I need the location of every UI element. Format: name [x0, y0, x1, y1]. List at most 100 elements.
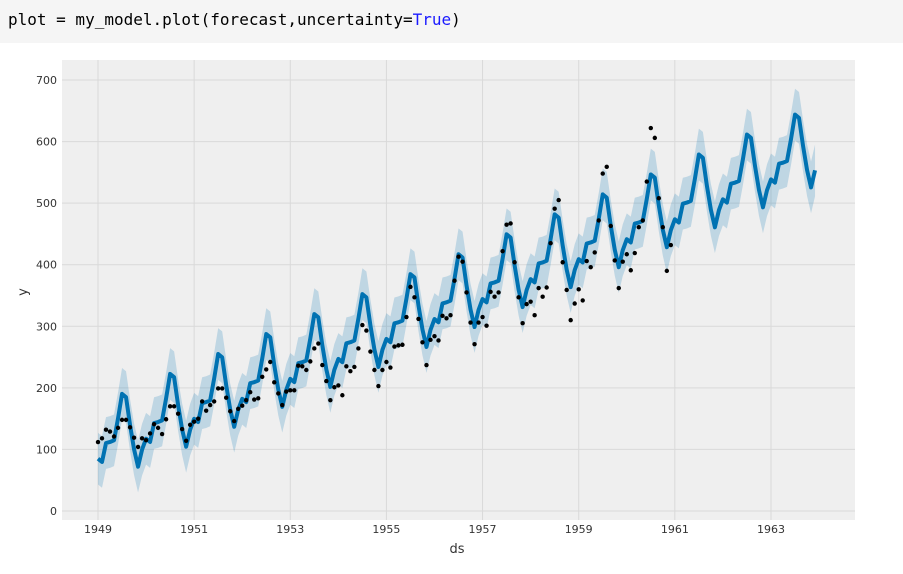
x-axis-label: ds	[449, 542, 464, 557]
x-tick-label: 1955	[372, 523, 400, 536]
observed-point	[143, 437, 149, 443]
observed-point	[496, 290, 501, 295]
observed-point	[240, 403, 245, 408]
observed-point	[488, 289, 493, 295]
observed-point	[256, 396, 261, 401]
observed-point	[640, 218, 645, 223]
observed-point	[632, 250, 637, 256]
y-tick-label: 100	[36, 443, 57, 456]
observed-point	[472, 341, 477, 347]
observed-point	[139, 436, 145, 441]
observed-point	[115, 425, 121, 431]
observed-point	[596, 218, 601, 223]
observed-point	[448, 313, 453, 318]
observed-point	[624, 252, 629, 257]
observed-point	[552, 206, 557, 211]
observed-point	[248, 389, 253, 395]
code-cell[interactable]: plot = my_model.plot(forecast,uncertaint…	[0, 0, 903, 43]
observed-point	[280, 402, 285, 408]
observed-point	[508, 221, 513, 226]
observed-point	[664, 268, 670, 274]
y-tick-label: 400	[36, 259, 57, 272]
observed-point	[608, 223, 613, 229]
observed-point	[656, 196, 662, 201]
observed-point	[540, 294, 545, 299]
observed-point	[408, 284, 413, 290]
observed-point	[344, 364, 349, 369]
observed-point	[364, 328, 369, 333]
observed-point	[151, 421, 157, 427]
y-tick-label: 500	[36, 197, 57, 210]
observed-point	[163, 417, 169, 422]
observed-point	[668, 242, 674, 248]
x-tick-label: 1957	[469, 523, 497, 536]
observed-point	[456, 254, 461, 259]
observed-point	[436, 338, 441, 343]
observed-point	[211, 399, 217, 404]
observed-point	[584, 258, 589, 264]
observed-point	[199, 399, 205, 404]
observed-point	[336, 383, 341, 388]
observed-point	[572, 301, 577, 306]
observed-point	[268, 359, 273, 365]
observed-point	[155, 425, 161, 431]
observed-point	[227, 409, 233, 414]
observed-point	[316, 341, 321, 346]
observed-point	[428, 337, 433, 343]
observed-point	[348, 369, 353, 374]
observed-point	[560, 260, 565, 265]
observed-point	[356, 346, 361, 351]
observed-point	[512, 260, 517, 265]
observed-point	[612, 258, 617, 263]
observed-point	[384, 359, 389, 365]
observed-point	[556, 197, 561, 203]
x-tick-label: 1953	[276, 523, 304, 536]
observed-point	[388, 365, 393, 370]
observed-point	[179, 426, 185, 432]
x-tick-label: 1959	[565, 523, 593, 536]
observed-point	[588, 264, 593, 270]
observed-point	[203, 408, 209, 413]
observed-point	[376, 383, 381, 389]
code-line: plot = my_model.plot(forecast,uncertaint…	[8, 10, 461, 29]
observed-point	[432, 333, 437, 339]
observed-point	[600, 171, 605, 176]
observed-point	[420, 340, 425, 345]
observed-point	[400, 342, 405, 347]
observed-point	[103, 427, 109, 432]
observed-point	[119, 417, 125, 423]
observed-point	[308, 359, 313, 364]
observed-point	[592, 250, 597, 255]
observed-point	[476, 320, 481, 325]
observed-point	[159, 431, 165, 437]
observed-point	[167, 404, 173, 409]
observed-point	[264, 367, 269, 372]
plot-area	[62, 60, 855, 520]
observed-point	[296, 363, 301, 368]
observed-point	[219, 386, 225, 391]
observed-point	[464, 290, 469, 295]
observed-point	[380, 367, 385, 373]
observed-point	[564, 287, 569, 293]
observed-point	[372, 367, 377, 373]
observed-point	[604, 164, 609, 170]
observed-point	[440, 313, 445, 319]
x-tick-label: 1949	[84, 523, 112, 536]
observed-point	[288, 388, 293, 393]
observed-point	[320, 362, 325, 368]
observed-point	[191, 419, 197, 424]
y-tick-label: 300	[36, 320, 57, 333]
observed-point	[131, 435, 137, 440]
observed-point	[528, 299, 533, 304]
observed-point	[284, 389, 289, 394]
observed-point	[304, 367, 309, 373]
observed-point	[328, 397, 333, 403]
observed-point	[207, 402, 213, 408]
observed-point	[644, 179, 649, 184]
observed-point	[127, 425, 133, 430]
observed-point	[171, 404, 177, 409]
code-keyword: True	[412, 10, 452, 29]
observed-point	[147, 431, 153, 436]
observed-point	[504, 222, 509, 227]
